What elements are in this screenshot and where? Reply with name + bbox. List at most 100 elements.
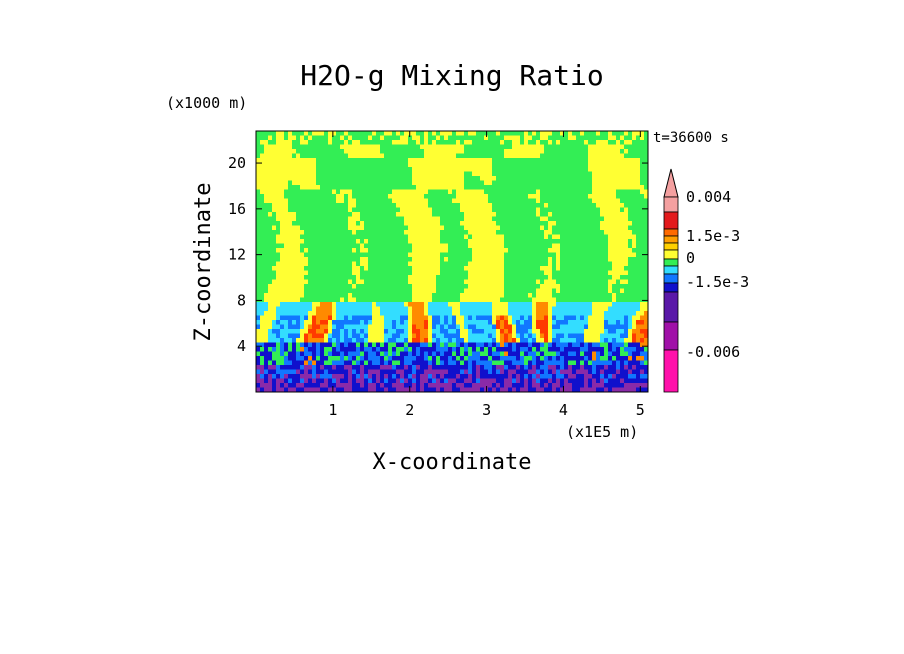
field-cell bbox=[468, 243, 473, 249]
field-cell bbox=[280, 140, 285, 146]
field-cell bbox=[552, 288, 557, 294]
field-cell bbox=[636, 284, 641, 290]
field-cell bbox=[504, 248, 509, 254]
field-cell bbox=[276, 243, 281, 249]
field-cell bbox=[272, 171, 277, 177]
field-cell bbox=[632, 189, 637, 195]
field-cell bbox=[604, 140, 609, 146]
field-cell bbox=[600, 221, 605, 227]
field-cell bbox=[428, 194, 433, 200]
field-cell bbox=[508, 203, 513, 209]
field-cell bbox=[296, 149, 301, 155]
field-cell bbox=[508, 135, 513, 141]
field-cell bbox=[536, 333, 541, 339]
field-cell bbox=[480, 329, 485, 335]
field-cell bbox=[260, 158, 265, 164]
field-cell bbox=[336, 234, 341, 240]
field-cell bbox=[284, 266, 289, 272]
field-cell bbox=[600, 225, 605, 231]
field-cell bbox=[376, 221, 381, 227]
field-cell bbox=[384, 189, 389, 195]
field-cell bbox=[596, 162, 601, 168]
field-cell bbox=[584, 234, 589, 240]
field-cell bbox=[376, 171, 381, 177]
field-cell bbox=[468, 315, 473, 321]
field-cell bbox=[340, 230, 345, 236]
field-cell bbox=[296, 135, 301, 141]
field-cell bbox=[340, 351, 345, 357]
field-cell bbox=[324, 162, 329, 168]
field-cell bbox=[452, 162, 457, 168]
field-cell bbox=[272, 248, 277, 254]
field-cell bbox=[288, 293, 293, 299]
field-cell bbox=[624, 306, 629, 312]
field-cell bbox=[376, 356, 381, 362]
field-cell bbox=[600, 207, 605, 213]
field-cell bbox=[588, 324, 593, 330]
field-cell bbox=[400, 270, 405, 276]
field-cell bbox=[496, 347, 501, 353]
field-cell bbox=[344, 162, 349, 168]
field-cell bbox=[372, 324, 377, 330]
field-cell bbox=[392, 302, 397, 308]
field-cell bbox=[456, 279, 461, 285]
field-cell bbox=[348, 351, 353, 357]
field-cell bbox=[628, 347, 633, 353]
field-cell bbox=[628, 351, 633, 357]
field-cell bbox=[328, 153, 333, 159]
field-cell bbox=[632, 333, 637, 339]
field-cell bbox=[440, 333, 445, 339]
field-cell bbox=[288, 288, 293, 294]
field-cell bbox=[396, 171, 401, 177]
field-cell bbox=[456, 167, 461, 173]
field-cell bbox=[636, 167, 641, 173]
field-cell bbox=[412, 185, 417, 191]
field-cell bbox=[308, 270, 313, 276]
field-cell bbox=[500, 284, 505, 290]
field-cell bbox=[564, 279, 569, 285]
field-cell bbox=[604, 347, 609, 353]
field-cell bbox=[316, 266, 321, 272]
field-cell bbox=[464, 153, 469, 159]
field-cell bbox=[436, 158, 441, 164]
field-cell bbox=[364, 131, 369, 137]
field-cell bbox=[388, 167, 393, 173]
field-cell bbox=[344, 230, 349, 236]
field-cell bbox=[352, 284, 357, 290]
field-cell bbox=[552, 356, 557, 362]
field-cell bbox=[484, 347, 489, 353]
field-cell bbox=[264, 221, 269, 227]
field-cell bbox=[364, 203, 369, 209]
field-cell bbox=[584, 239, 589, 245]
field-cell bbox=[588, 149, 593, 155]
field-cell bbox=[612, 153, 617, 159]
field-cell bbox=[332, 194, 337, 200]
field-cell bbox=[632, 279, 637, 285]
field-cell bbox=[388, 216, 393, 222]
field-cell bbox=[436, 239, 441, 245]
field-cell bbox=[436, 261, 441, 267]
field-cell bbox=[368, 189, 373, 195]
field-cell bbox=[512, 275, 517, 281]
field-cell bbox=[612, 324, 617, 330]
field-cell bbox=[432, 257, 437, 263]
field-cell bbox=[408, 275, 413, 281]
field-cell bbox=[496, 140, 501, 146]
field-cell bbox=[612, 261, 617, 267]
field-cell bbox=[468, 270, 473, 276]
field-cell bbox=[512, 221, 517, 227]
field-cell bbox=[596, 225, 601, 231]
field-cell bbox=[312, 275, 317, 281]
field-cell bbox=[512, 149, 517, 155]
field-cell bbox=[632, 149, 637, 155]
field-cell bbox=[604, 248, 609, 254]
field-cell bbox=[324, 189, 329, 195]
field-cell bbox=[420, 212, 425, 218]
field-cell bbox=[556, 207, 561, 213]
field-cell bbox=[628, 203, 633, 209]
field-cell bbox=[272, 198, 277, 204]
field-cell bbox=[636, 234, 641, 240]
field-cell bbox=[588, 266, 593, 272]
field-cell bbox=[600, 149, 605, 155]
field-cell bbox=[392, 356, 397, 362]
